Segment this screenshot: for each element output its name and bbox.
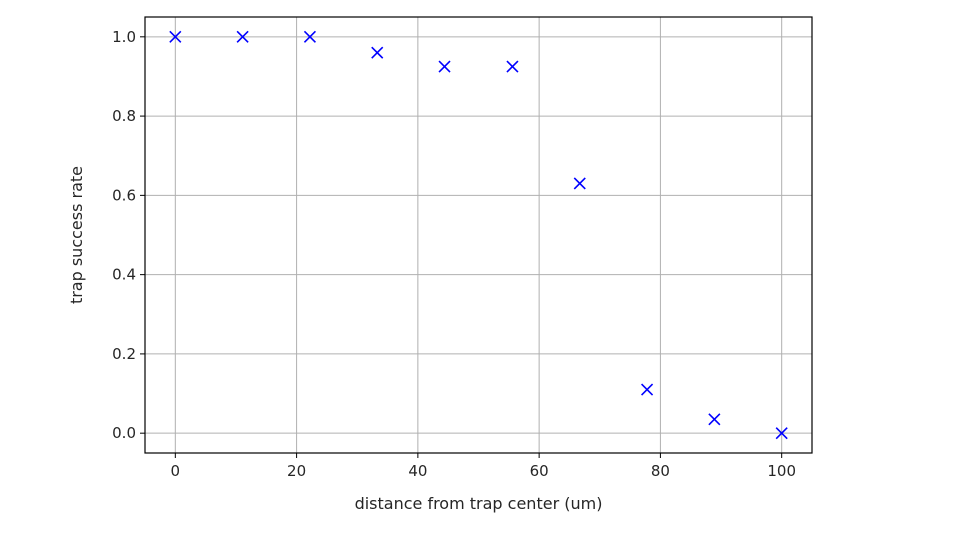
x-tick-label: 0	[171, 462, 181, 480]
data-point	[371, 46, 384, 59]
y-axis-label: trap success rate	[67, 166, 86, 304]
y-tick-label: 0.4	[112, 266, 136, 284]
data-point	[708, 413, 721, 426]
data-point	[303, 30, 316, 43]
x-tick-label: 100	[767, 462, 796, 480]
grid	[145, 17, 812, 453]
data-point	[641, 383, 654, 396]
data-point	[775, 427, 788, 440]
data-point	[573, 177, 586, 190]
data-series	[169, 30, 788, 440]
y-tick-label: 1.0	[112, 28, 136, 46]
data-point	[438, 60, 451, 73]
y-tick-label: 0.0	[112, 424, 136, 442]
y-tick-label: 0.6	[112, 186, 136, 204]
x-axis-label: distance from trap center (um)	[355, 494, 603, 513]
x-tick-label: 20	[287, 462, 306, 480]
x-tick-label: 60	[530, 462, 549, 480]
data-point	[236, 30, 249, 43]
y-tick-label: 0.8	[112, 107, 136, 125]
data-point	[506, 60, 519, 73]
data-point	[169, 30, 182, 43]
axis-ticks: 0 20 40 60 80 100 0.0 0.2 0.4 0.6 0.8 1.0	[112, 28, 796, 480]
x-tick-label: 80	[651, 462, 670, 480]
x-tick-label: 40	[408, 462, 427, 480]
plot-frame	[144, 16, 813, 454]
y-tick-label: 0.2	[112, 345, 136, 363]
